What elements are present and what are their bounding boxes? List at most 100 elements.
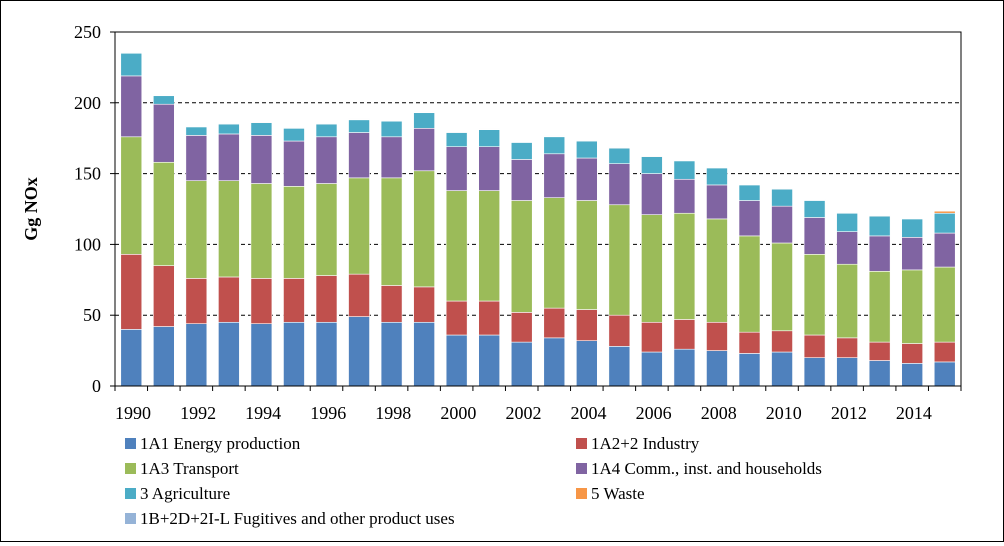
bar-segment [739, 185, 760, 201]
y-tick-label: 250 [74, 22, 101, 42]
bar-segment [414, 128, 435, 170]
x-tick-label: 1992 [180, 403, 216, 423]
bar-segment [186, 127, 207, 135]
bar-segment [414, 322, 435, 386]
bar-segment [414, 171, 435, 287]
bar-segment [934, 211, 955, 213]
bar-stack-2012 [837, 212, 858, 386]
bar-segment [381, 178, 402, 286]
bar-stack-2003 [544, 136, 565, 386]
bar-segment [674, 349, 695, 386]
bar-segment [706, 168, 727, 185]
bar-segment [479, 130, 500, 147]
bar-segment [349, 178, 370, 274]
bar-segment [609, 164, 630, 205]
legend-item: 5 Waste [576, 484, 645, 503]
bar-stack-1995 [283, 127, 304, 386]
bar-segment [218, 277, 239, 322]
bar-segment [349, 133, 370, 178]
x-tick-label: 2010 [766, 403, 802, 423]
bar-segment [121, 53, 142, 76]
legend-swatch [576, 438, 587, 449]
bar-stack-2014 [902, 218, 923, 386]
bar-segment [414, 287, 435, 322]
bar-stack-1990 [121, 52, 142, 386]
bar-segment [544, 338, 565, 386]
bar-segment [739, 201, 760, 236]
axes [115, 32, 961, 391]
bar-segment [576, 310, 597, 341]
bar-segment [381, 121, 402, 137]
bar-segment [772, 352, 793, 386]
bar-segment [283, 278, 304, 322]
y-tick-label: 100 [74, 234, 101, 254]
bar-segment [446, 301, 467, 335]
bar-segment [934, 267, 955, 342]
bar-segment [641, 352, 662, 386]
legend-item: 1A1 Energy production [125, 434, 301, 453]
bar-segment [674, 161, 695, 179]
bar-segment [511, 142, 532, 159]
bar-segment [121, 76, 142, 137]
bar-segment [316, 184, 337, 276]
bar-segment [706, 185, 727, 219]
bar-segment [218, 124, 239, 134]
bar-stack-2006 [641, 156, 662, 386]
legend-label: 1B+2D+2I-L Fugitives and other product u… [140, 509, 455, 528]
bar-segment [479, 335, 500, 386]
bar-segment [349, 274, 370, 316]
legend-swatch [576, 488, 587, 499]
bar-stack-2001 [479, 129, 500, 386]
bar-stack-1991 [153, 95, 174, 386]
bar-stack-2013 [869, 215, 890, 386]
bar-segment [349, 120, 370, 133]
legend-item: 1A2+2 Industry [576, 434, 700, 453]
bar-segment [772, 206, 793, 243]
bar-stack-1997 [349, 119, 370, 386]
bar-segment [218, 322, 239, 386]
bar-segment [902, 219, 923, 237]
legend-swatch [125, 488, 136, 499]
bar-segment [869, 271, 890, 342]
x-tick-label: 2002 [505, 403, 541, 423]
bar-segment [316, 276, 337, 323]
y-tick-label: 50 [83, 305, 101, 325]
bar-segment [869, 236, 890, 271]
bar-segment [772, 243, 793, 331]
bar-segment [641, 322, 662, 352]
bar-segment [121, 254, 142, 329]
bar-segment [641, 157, 662, 174]
bar-segment [381, 137, 402, 178]
bar-stack-2010 [772, 188, 793, 386]
bar-segment [153, 96, 174, 105]
bar-stack-2008 [706, 167, 727, 386]
x-tick-label: 2000 [440, 403, 476, 423]
bar-segment [576, 201, 597, 310]
plot-border [115, 32, 961, 386]
bar-segment [837, 264, 858, 338]
bar-segment [446, 133, 467, 147]
x-tick-label: 2004 [571, 403, 607, 423]
bar-segment [316, 124, 337, 137]
bar-segment [674, 213, 695, 319]
bar-segment [511, 159, 532, 200]
legend-item: 1B+2D+2I-L Fugitives and other product u… [125, 509, 455, 528]
bar-segment [511, 201, 532, 313]
y-tick-label: 0 [92, 376, 101, 396]
bar-segment [446, 147, 467, 191]
legend-label: 3 Agriculture [140, 484, 230, 503]
bar-segment [381, 322, 402, 386]
bar-segment [576, 341, 597, 386]
bar-segment [153, 327, 174, 386]
bar-segment [934, 213, 955, 233]
bar-segment [153, 104, 174, 162]
bar-stack-2009 [739, 184, 760, 386]
bar-stack-2004 [576, 140, 597, 386]
legend-swatch [125, 463, 136, 474]
bar-segment [837, 358, 858, 386]
bar-segment [641, 174, 662, 215]
bar-segment [739, 236, 760, 332]
bar-segment [316, 137, 337, 184]
